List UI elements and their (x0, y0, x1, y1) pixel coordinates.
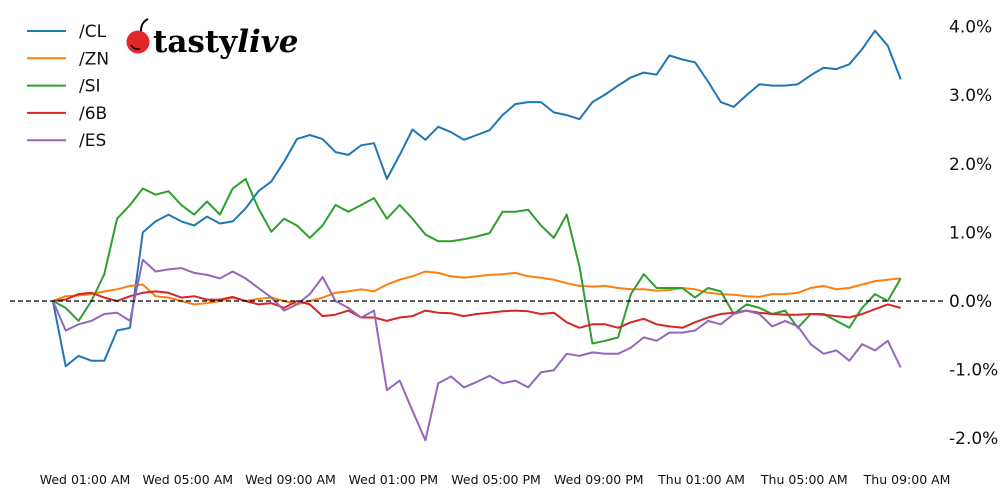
y-tick-label: 3.0% (949, 86, 992, 106)
y-tick-label: -2.0% (949, 429, 998, 449)
tastylive-logo: tastylive (126, 18, 299, 60)
x-tick-label: Wed 09:00 PM (554, 472, 644, 487)
y-tick-label: -1.0% (949, 361, 998, 381)
x-axis: Wed 01:00 AM Wed 05:00 AM Wed 09:00 AM Wed … (40, 472, 951, 487)
legend-label: /ZN (79, 49, 109, 69)
series-line-6b (52, 290, 901, 329)
y-tick-label: 4.0% (949, 18, 992, 38)
legend-item: /ES (27, 131, 106, 151)
legend-label: /SI (79, 77, 101, 97)
y-tick-label: 1.0% (949, 223, 992, 243)
x-tick-label: Thu 09:00 AM (863, 472, 951, 487)
legend-item: /CL (27, 22, 107, 42)
series-line-es (51, 258, 902, 442)
x-tick-label: Wed 05:00 PM (451, 472, 541, 487)
x-tick-label: Wed 01:00 PM (349, 472, 439, 487)
legend-label: /6B (79, 104, 107, 124)
y-tick-label: 0.0% (949, 292, 992, 312)
series-line-cl (51, 29, 902, 368)
series-line-zn (52, 270, 901, 306)
x-tick-label: Thu 05:00 AM (760, 472, 848, 487)
x-tick-label: Wed 01:00 AM (40, 472, 131, 487)
y-axis: 4.0% 3.0% 2.0% 1.0% 0.0% -1.0% -2.0% (949, 18, 998, 450)
x-tick-label: Thu 01:00 AM (657, 472, 745, 487)
cherry-icon (126, 18, 150, 54)
legend: /CL/ZN/SI/6B/ES (27, 22, 109, 151)
series-layer (51, 29, 902, 442)
legend-label: /CL (79, 22, 107, 42)
legend-label: /ES (79, 131, 106, 151)
legend-item: /ZN (27, 49, 109, 69)
logo-text: tastylive (153, 24, 299, 60)
x-tick-label: Wed 05:00 AM (142, 472, 233, 487)
series-line-si (52, 177, 902, 345)
x-tick-label: Wed 09:00 AM (245, 472, 336, 487)
legend-item: /SI (27, 77, 101, 97)
y-tick-label: 2.0% (949, 155, 992, 175)
legend-item: /6B (27, 104, 107, 124)
